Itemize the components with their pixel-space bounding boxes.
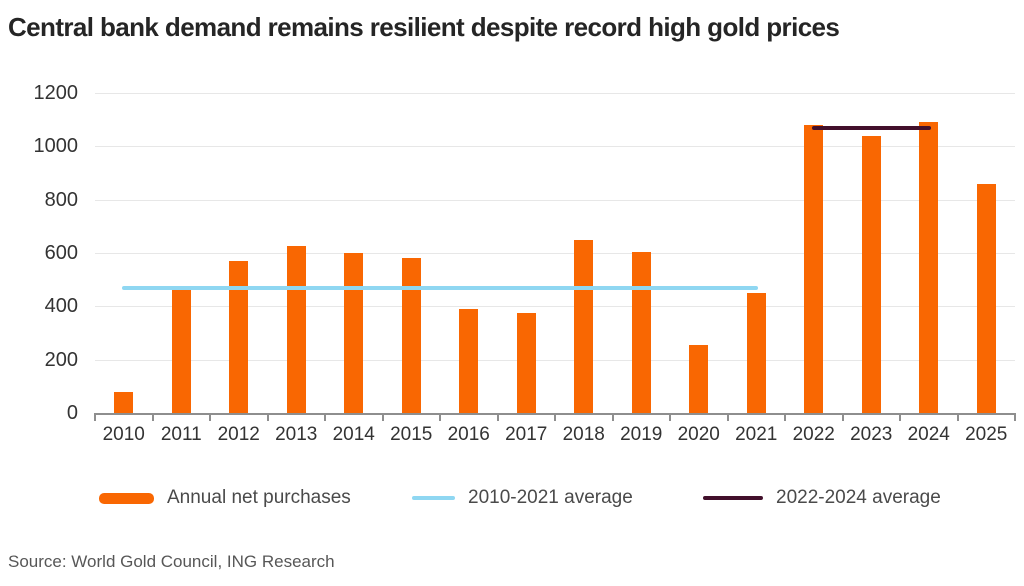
legend-label: Annual net purchases: [167, 487, 351, 508]
x-tick-label: 2018: [562, 424, 605, 445]
x-tick-label: 2011: [160, 424, 202, 445]
axis-tick: [94, 413, 96, 421]
x-tick-label: 2021: [735, 424, 778, 445]
gridline: [95, 199, 1015, 201]
axis-tick: [209, 413, 211, 421]
bar-2013: [286, 246, 306, 413]
bar-2018: [574, 239, 594, 413]
axis-tick: [956, 413, 959, 421]
gridline: [95, 306, 1015, 308]
x-tick-label: 2020: [677, 424, 720, 445]
plot-area: [94, 93, 1016, 421]
legend: Annual net purchases 2010-2021 average 2…: [0, 484, 1024, 512]
axis-tick: [611, 413, 614, 421]
gridline: [95, 359, 1015, 361]
axis-tick: [899, 413, 901, 421]
axis-tick: [324, 413, 326, 421]
x-tick-label: 2012: [217, 424, 260, 445]
legend-swatch-blue-line-icon: [412, 496, 455, 500]
legend-label: 2010-2021 average: [468, 487, 633, 508]
x-tick-label: 2022: [792, 424, 835, 445]
avg-line-2010-2021-average: [121, 285, 759, 290]
y-tick-label: 1200: [33, 82, 79, 104]
legend-item-2022-2024-average: 2022-2024 average: [703, 484, 941, 512]
legend-swatch-bar-icon: [99, 492, 154, 504]
x-tick-label: 2014: [332, 424, 375, 445]
gridline: [95, 146, 1015, 148]
y-tick-label: 800: [44, 188, 78, 211]
avg-line-2022-2024-average: [811, 125, 931, 130]
y-tick-label: 1000: [33, 135, 79, 158]
x-tick-label: 2015: [390, 424, 433, 445]
axis-tick: [151, 413, 154, 421]
legend-item-annual-net-purchases: Annual net purchases: [99, 484, 351, 512]
y-tick-label: 400: [44, 295, 78, 318]
x-tick-label: 2013: [275, 424, 318, 445]
bar-2019: [631, 251, 651, 413]
axis-tick: [266, 413, 269, 421]
axis-tick: [784, 413, 786, 421]
legend-item-2010-2021-average: 2010-2021 average: [412, 484, 633, 512]
bar-2022: [804, 125, 824, 413]
legend-label: 2022-2024 average: [776, 487, 941, 508]
bar-2016: [459, 309, 479, 413]
x-tick-label: 2023: [850, 424, 893, 445]
bar-2011: [171, 289, 191, 413]
y-axis: 0 200 400 600 800 1000 1200: [0, 83, 80, 423]
axis-tick: [841, 413, 844, 421]
y-tick-label: 600: [44, 242, 78, 264]
bar-2024: [919, 122, 939, 413]
x-tick-label: 2019: [620, 424, 663, 445]
bar-2021: [746, 293, 766, 413]
bar-2017: [516, 313, 536, 413]
x-tick-label: 2016: [447, 424, 490, 445]
axis-tick: [726, 413, 729, 421]
x-tick-label: 2017: [505, 424, 548, 445]
gridline: [95, 93, 1015, 94]
y-tick-label: 200: [44, 348, 78, 371]
x-tick-label: 2010: [102, 424, 145, 445]
axis-tick: [381, 413, 384, 421]
axis-tick: [439, 413, 441, 421]
bar-2025: [976, 183, 996, 413]
axis-tick: [669, 413, 671, 421]
chart-title: Central bank demand remains resilient de…: [8, 12, 840, 42]
x-tick-label: 2025: [965, 424, 1008, 445]
source-note: Source: World Gold Council, ING Research: [8, 552, 335, 571]
bar-2012: [229, 261, 249, 413]
bar-2023: [861, 135, 881, 413]
axis-tick: [1014, 413, 1016, 421]
axis-tick: [496, 413, 499, 421]
y-tick-label: 0: [66, 402, 78, 424]
bar-2020: [689, 345, 709, 413]
axis-tick: [554, 413, 556, 421]
bar-2015: [401, 258, 421, 413]
gridline: [95, 253, 1015, 254]
bar-2010: [114, 391, 134, 413]
bar-2014: [344, 253, 364, 413]
x-tick-label: 2024: [907, 424, 950, 445]
legend-swatch-maroon-line-icon: [703, 496, 763, 500]
x-axis: 2010 2011 2012 2013 2014 2015 2016 2017 2018 2019…: [95, 424, 1015, 448]
